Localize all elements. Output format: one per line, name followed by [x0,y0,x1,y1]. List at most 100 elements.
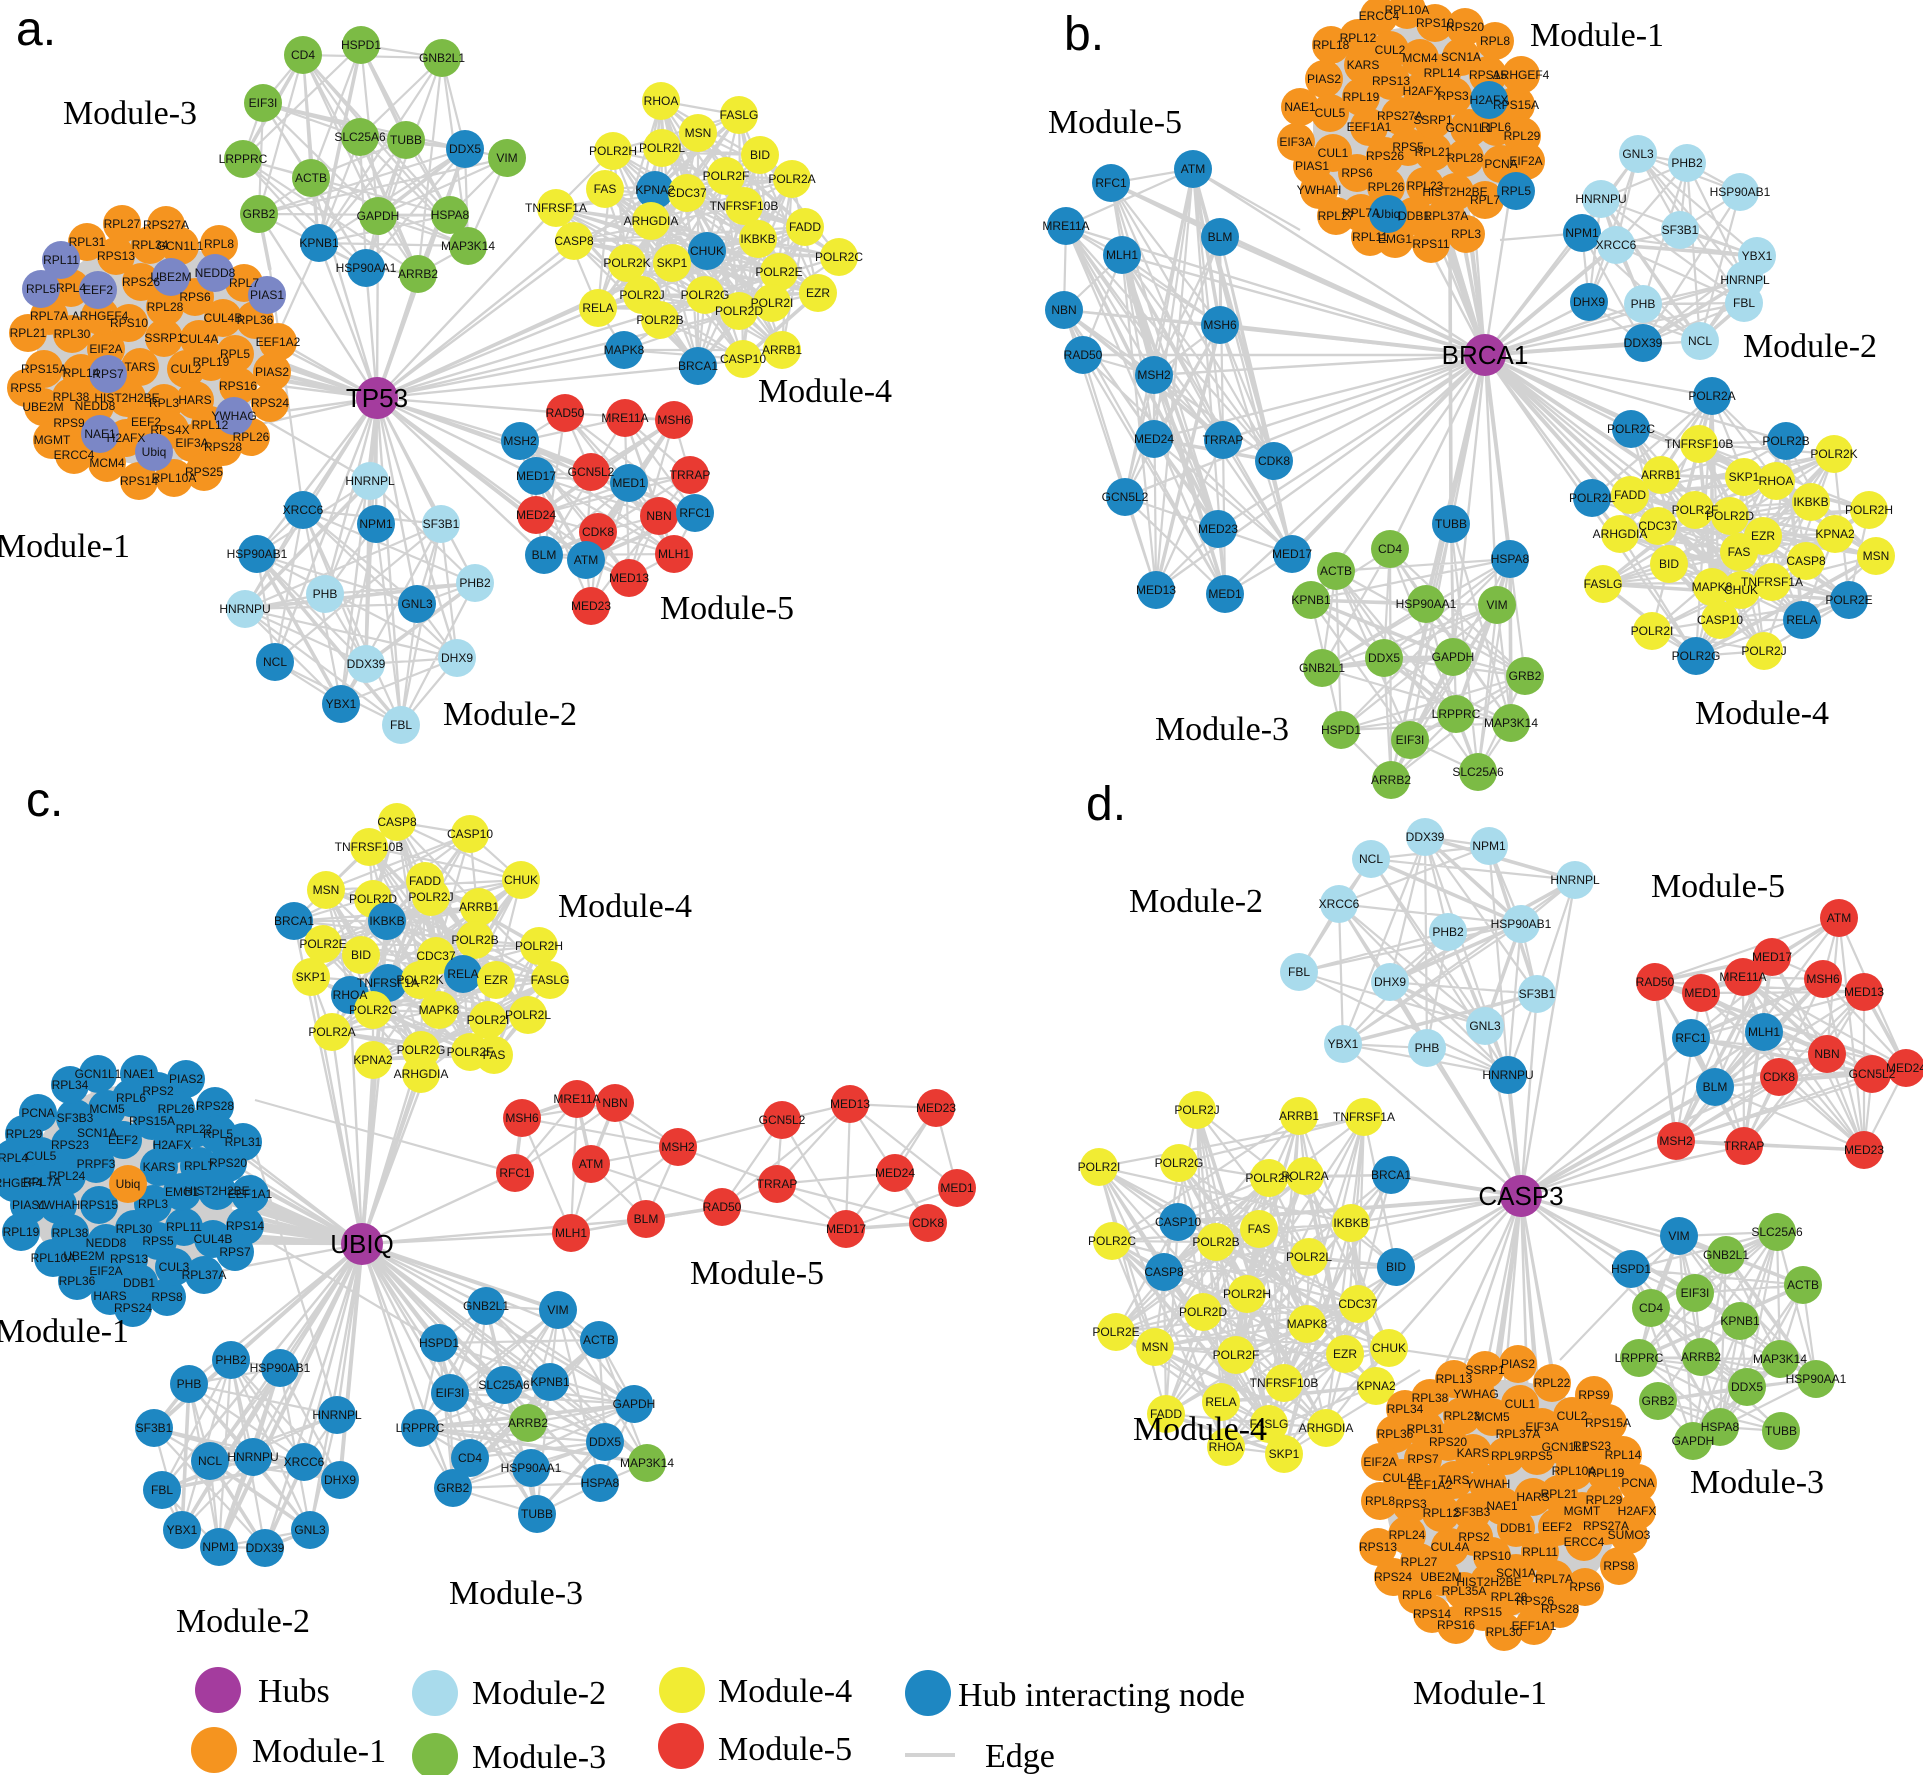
svg-text:TNFRSF10B: TNFRSF10B [335,840,404,854]
svg-text:Module-1: Module-1 [252,1733,386,1770]
svg-text:POLR2I: POLR2I [751,296,794,310]
svg-text:RPS7: RPS7 [92,367,124,381]
svg-text:HSP90AB1: HSP90AB1 [250,1361,311,1375]
svg-text:MGMT: MGMT [1564,1504,1601,1518]
svg-text:BLM: BLM [1703,1080,1728,1094]
svg-text:ARRB1: ARRB1 [1279,1109,1319,1123]
svg-text:RPL4: RPL4 [56,281,86,295]
svg-text:RPS4X: RPS4X [150,423,189,437]
svg-text:Hubs: Hubs [258,1673,330,1710]
svg-text:POLR2G: POLR2G [1155,1156,1204,1170]
svg-text:EEF2: EEF2 [1542,1520,1572,1534]
svg-text:ARRB1: ARRB1 [1641,468,1681,482]
svg-text:CUL1: CUL1 [1318,146,1349,160]
svg-text:MSH6: MSH6 [1806,972,1840,986]
svg-text:FASLG: FASLG [531,973,570,987]
svg-text:RPL6: RPL6 [1402,1588,1432,1602]
svg-text:RPS10: RPS10 [110,316,148,330]
svg-text:Module-2: Module-2 [472,1675,606,1712]
svg-text:ARRB1: ARRB1 [762,343,802,357]
svg-text:RPL36: RPL36 [59,1274,96,1288]
svg-text:TARS: TARS [124,360,155,374]
svg-text:ATM: ATM [1827,911,1851,925]
svg-text:EEF1A2: EEF1A2 [256,335,301,349]
svg-text:POLR2I: POLR2I [1078,1160,1121,1174]
svg-text:POLR2H: POLR2H [515,939,563,953]
svg-text:RPL38: RPL38 [1412,1391,1449,1405]
svg-text:RFC1: RFC1 [1675,1031,1707,1045]
svg-text:ARHGDIA: ARHGDIA [1299,1421,1354,1435]
svg-text:EEF2: EEF2 [108,1133,138,1147]
svg-text:HNRNPU: HNRNPU [1482,1068,1533,1082]
svg-text:RPL37A: RPL37A [1496,1427,1541,1441]
svg-text:NAE1: NAE1 [1284,100,1316,114]
svg-text:POLR2D: POLR2D [1706,509,1754,523]
svg-text:YWHAH: YWHAH [1466,1477,1511,1491]
svg-text:RPL11: RPL11 [43,253,79,267]
svg-text:GNB2L1: GNB2L1 [419,51,465,65]
svg-text:YBX1: YBX1 [1328,1037,1359,1051]
svg-text:SCN1A: SCN1A [77,1126,117,1140]
svg-text:FAS: FAS [483,1048,506,1062]
svg-text:XRCC6: XRCC6 [1596,238,1637,252]
svg-text:VIM: VIM [1486,598,1507,612]
svg-text:EIF3I: EIF3I [1681,1286,1710,1300]
svg-text:RPS3: RPS3 [1437,89,1469,103]
svg-text:ATM: ATM [574,553,598,567]
svg-text:KPNB1: KPNB1 [1291,593,1331,607]
svg-text:ARHGEF4: ARHGEF4 [0,1176,43,1190]
svg-text:POLR2G: POLR2G [681,288,730,302]
svg-text:PCNA: PCNA [21,1106,54,1120]
svg-text:IKBKB: IKBKB [1793,495,1828,509]
svg-text:PIAS1: PIAS1 [12,1198,46,1212]
svg-text:PCNA: PCNA [1484,157,1517,171]
svg-text:NAE1: NAE1 [1486,1499,1518,1513]
svg-text:MSH2: MSH2 [1659,1134,1693,1148]
svg-text:Hub interacting node: Hub interacting node [958,1677,1245,1714]
svg-text:Module-3: Module-3 [63,95,197,132]
svg-text:YWHAH: YWHAH [36,1198,81,1212]
svg-text:MSH2: MSH2 [503,434,537,448]
svg-text:RPL7: RPL7 [1470,193,1500,207]
svg-text:RPS15: RPS15 [80,1198,118,1212]
svg-text:RPS27A: RPS27A [1377,109,1423,123]
svg-text:RFC1: RFC1 [1095,176,1127,190]
svg-text:RAD50: RAD50 [1636,975,1675,989]
svg-text:MRE11A: MRE11A [553,1092,600,1106]
svg-text:LRPPRC: LRPPRC [1615,1351,1664,1365]
svg-text:EEF1A1: EEF1A1 [1512,1619,1557,1633]
svg-text:CUL4B: CUL4B [204,311,243,325]
svg-text:POLR2G: POLR2G [397,1043,446,1057]
svg-text:Module-3: Module-3 [1690,1464,1824,1501]
svg-text:RPS6: RPS6 [1341,166,1373,180]
svg-text:RPL12: RPL12 [1340,31,1377,45]
svg-text:RPL9: RPL9 [1491,1449,1521,1463]
svg-text:RPS13: RPS13 [1372,74,1410,88]
svg-text:MRE11A: MRE11A [1042,219,1089,233]
svg-text:SLC25A6: SLC25A6 [334,130,386,144]
svg-text:Module-3: Module-3 [1155,711,1289,748]
svg-text:CASP10: CASP10 [1697,613,1743,627]
svg-text:GAPDH: GAPDH [1432,650,1475,664]
svg-text:c.: c. [26,774,63,827]
svg-text:H2AFX: H2AFX [1403,84,1442,98]
svg-text:SF3B1: SF3B1 [1519,987,1556,1001]
svg-text:MRE11A: MRE11A [1719,970,1766,984]
svg-text:CASP8: CASP8 [1786,554,1826,568]
svg-text:CDC37: CDC37 [1338,1297,1378,1311]
svg-text:HSP90AA1: HSP90AA1 [1396,597,1457,611]
svg-text:ARHGDIA: ARHGDIA [624,214,679,228]
svg-text:DDX39: DDX39 [1624,336,1663,350]
svg-text:DDX39: DDX39 [347,657,386,671]
svg-text:GNL3: GNL3 [401,597,433,611]
svg-text:RPS23: RPS23 [51,1138,89,1152]
svg-text:RPS6: RPS6 [1569,1580,1601,1594]
svg-text:EIF2A: EIF2A [89,342,122,356]
svg-text:RPL34: RPL34 [132,238,169,252]
svg-text:NEDD8: NEDD8 [195,266,236,280]
svg-text:POLR2H: POLR2H [1845,503,1893,517]
svg-text:EEF1A1: EEF1A1 [228,1187,273,1201]
svg-text:POLR2K: POLR2K [1810,447,1857,461]
svg-text:RELA: RELA [1205,1395,1236,1409]
svg-text:PHB2: PHB2 [459,576,491,590]
